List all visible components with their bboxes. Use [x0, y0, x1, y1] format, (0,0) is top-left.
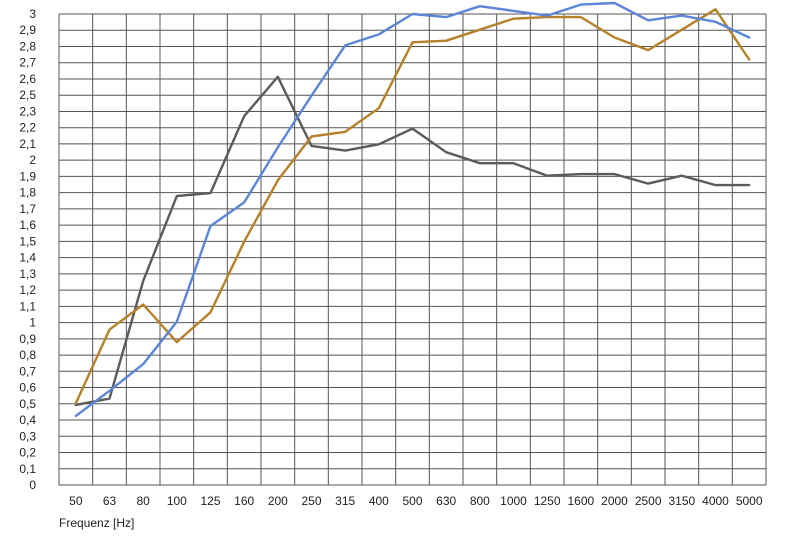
y-tick-label: 1,8 [19, 186, 36, 200]
x-tick-label: 50 [69, 494, 83, 508]
x-tick-label: 800 [470, 494, 490, 508]
x-tick-label: 2000 [601, 494, 628, 508]
y-tick-label: 2 [29, 153, 36, 167]
y-tick-label: 2,7 [19, 56, 36, 70]
y-tick-label: 2,1 [19, 137, 36, 151]
x-tick-label: 63 [103, 494, 117, 508]
y-tick-label: 3 [29, 7, 36, 21]
y-axis-ticks: 0 0,1 0,2 0,3 0,4 0,5 0,6 0,7 0,8 0,9 1 1,1 1,2 1,3 1,… [19, 7, 36, 492]
y-tick-label: 1,1 [19, 299, 36, 313]
series-line-2 [74, 8, 751, 405]
x-tick-label: 160 [234, 494, 254, 508]
y-tick-label: 2,6 [19, 72, 36, 86]
y-tick-label: 2,5 [19, 88, 36, 102]
x-axis-title: Frequenz [Hz] [59, 516, 134, 530]
x-tick-label: 200 [268, 494, 288, 508]
y-tick-label: 1,6 [19, 218, 36, 232]
x-tick-label: 5000 [736, 494, 763, 508]
x-tick-label: 400 [369, 494, 389, 508]
y-tick-label: 2,8 [19, 39, 36, 53]
y-tick-label: 1,3 [19, 267, 36, 281]
x-tick-label: 1250 [534, 494, 561, 508]
x-tick-label: 500 [402, 494, 422, 508]
grid [58, 13, 767, 486]
y-tick-label: 1,2 [19, 283, 36, 297]
y-tick-label: 2,3 [19, 104, 36, 118]
y-tick-label: 1,9 [19, 169, 36, 183]
x-tick-label: 3150 [668, 494, 695, 508]
y-tick-label: 2,2 [19, 121, 36, 135]
x-tick-label: 4000 [702, 494, 729, 508]
y-tick-label: 1 [29, 316, 36, 330]
y-tick-label: 0,9 [19, 332, 36, 346]
y-tick-label: 1,7 [19, 202, 36, 216]
x-tick-label: 250 [301, 494, 321, 508]
x-tick-label: 1600 [567, 494, 594, 508]
y-tick-label: 1,4 [19, 251, 36, 265]
y-tick-label: 0,6 [19, 381, 36, 395]
y-tick-label: 2,9 [19, 23, 36, 37]
y-tick-label: 1,5 [19, 234, 36, 248]
series-line-3 [74, 1, 751, 418]
x-axis-ticks: 50 63 80 100 125 160 200 250 315 400 500 630 800 1000… [69, 494, 763, 508]
x-tick-label: 2500 [635, 494, 662, 508]
x-tick-label: 1000 [500, 494, 527, 508]
y-tick-label: 0,3 [19, 429, 36, 443]
y-tick-label: 0,7 [19, 364, 36, 378]
x-tick-label: 125 [200, 494, 220, 508]
x-tick-label: 100 [167, 494, 187, 508]
y-tick-label: 0 [29, 478, 36, 492]
x-tick-label: 315 [335, 494, 355, 508]
y-tick-label: 0,5 [19, 397, 36, 411]
y-tick-label: 0,2 [19, 446, 36, 460]
series-line-1 [74, 75, 751, 407]
series-layer [74, 1, 751, 418]
x-tick-label: 630 [436, 494, 456, 508]
x-tick-label: 80 [136, 494, 150, 508]
y-tick-label: 0,8 [19, 348, 36, 362]
y-tick-label: 0,1 [19, 462, 36, 476]
y-tick-label: 0,4 [19, 413, 36, 427]
